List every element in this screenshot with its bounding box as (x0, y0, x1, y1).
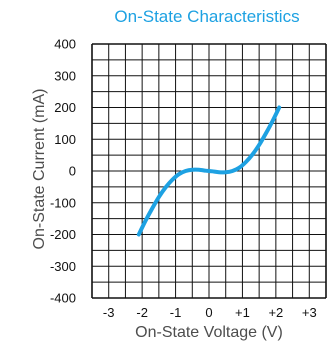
y-tick-label: -100 (50, 195, 76, 210)
series-line-0 (136, 105, 282, 237)
x-tick-label: +3 (302, 305, 317, 320)
chart-title: On-State Characteristics (114, 7, 299, 26)
y-tick-label: 100 (54, 132, 76, 147)
x-tick-label: -3 (103, 305, 115, 320)
y-tick-label: 400 (54, 37, 76, 52)
x-tick-label: 0 (205, 305, 212, 320)
y-tick-label: 200 (54, 100, 76, 115)
y-tick-label: -400 (50, 291, 76, 306)
tick-labels: 400 300 200 100 0 -100 -200 -300 -400 -3 -2 -1 0 +1 +2… (50, 37, 317, 321)
y-tick-label: 300 (54, 68, 76, 83)
y-tick-label: -300 (50, 259, 76, 274)
x-axis-label: On-State Voltage (V) (135, 324, 283, 341)
x-tick-label: -2 (136, 305, 148, 320)
x-tick-label: -1 (170, 305, 182, 320)
series-layer (136, 105, 282, 237)
y-tick-label: -200 (50, 227, 76, 242)
y-axis-label: On-State Current (mA) (31, 89, 48, 250)
grid (91, 43, 327, 299)
x-tick-label: +1 (235, 305, 250, 320)
x-tick-label: +2 (268, 305, 283, 320)
y-tick-label: 0 (69, 164, 76, 179)
